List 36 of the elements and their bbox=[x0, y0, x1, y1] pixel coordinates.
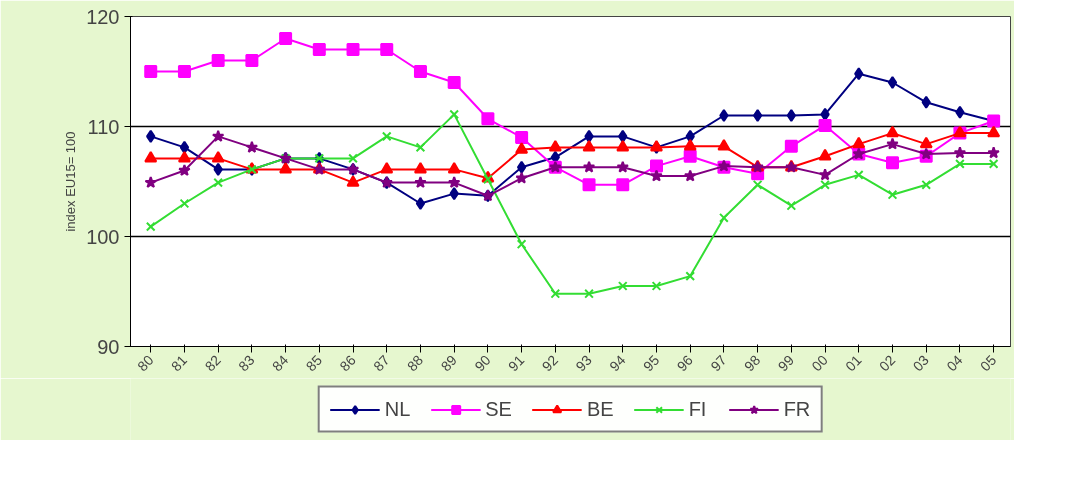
y-tick-label: 90 bbox=[97, 335, 120, 358]
y-axis-title: index EU15= 100 bbox=[63, 131, 79, 232]
x-tick-label: 03 bbox=[909, 351, 933, 375]
x-tick-label: 95 bbox=[639, 351, 663, 375]
x-tick-label: 93 bbox=[572, 351, 595, 375]
x-tick-label: 92 bbox=[538, 351, 562, 375]
legend-label: BE bbox=[586, 397, 614, 421]
x-tick-label: 87 bbox=[370, 351, 393, 375]
x-tick-label: 04 bbox=[943, 351, 966, 375]
x-tick-label: 83 bbox=[235, 351, 258, 375]
x-tick-label: 90 bbox=[471, 351, 494, 375]
x-tick-label: 94 bbox=[606, 351, 629, 375]
y-tick-label: 110 bbox=[87, 115, 120, 138]
x-tick-label: 85 bbox=[302, 351, 326, 375]
legend-label: SE bbox=[485, 397, 512, 421]
x-tick-label: 89 bbox=[437, 351, 461, 375]
x-tick-label: 88 bbox=[403, 351, 427, 375]
x-tick-label: 81 bbox=[167, 351, 191, 375]
x-tick-label: 91 bbox=[505, 351, 528, 375]
legend-label: FI bbox=[688, 397, 708, 421]
x-tick-label: 02 bbox=[875, 351, 899, 375]
legend-label: NL bbox=[384, 397, 411, 421]
y-tick-label: 100 bbox=[86, 225, 120, 248]
x-tick-label: 84 bbox=[269, 351, 292, 375]
x-tick-label: 80 bbox=[134, 351, 157, 375]
x-tick-label: 05 bbox=[977, 351, 1000, 375]
x-tick-label: 00 bbox=[808, 351, 831, 375]
x-tick-label: 82 bbox=[201, 351, 225, 375]
x-tick-label: 86 bbox=[336, 351, 359, 375]
x-tick-label: 97 bbox=[707, 351, 730, 375]
x-tick-label: 01 bbox=[842, 351, 865, 375]
legend-label: FR bbox=[783, 397, 811, 421]
y-tick-label: 120 bbox=[86, 5, 120, 28]
x-tick-label: 98 bbox=[741, 351, 764, 375]
x-tick-label: 99 bbox=[774, 351, 798, 375]
x-tick-label: 96 bbox=[673, 351, 697, 375]
